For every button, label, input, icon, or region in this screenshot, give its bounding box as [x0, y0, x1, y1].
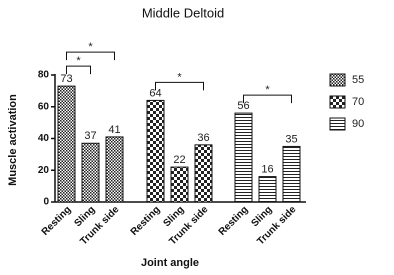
value-label: 73: [60, 73, 72, 85]
bar: [170, 166, 189, 203]
value-label: 41: [108, 124, 120, 136]
value-label: 37: [84, 130, 96, 142]
legend-swatch: [329, 73, 346, 87]
bar: [282, 145, 301, 203]
legend-label: 55: [352, 74, 364, 86]
legend-label: 70: [352, 96, 364, 108]
significance-bracket: [243, 94, 292, 104]
value-label: 64: [149, 87, 161, 99]
chart-title: Middle Deltoid: [142, 5, 224, 20]
legend-swatch: [329, 117, 346, 131]
bar: [81, 142, 100, 203]
y-tick-label: 80: [38, 70, 50, 81]
y-tick-label: 0: [43, 197, 49, 208]
significance-bracket: [66, 65, 91, 75]
bar: [234, 112, 253, 203]
bar: [258, 176, 277, 203]
value-label: 22: [173, 154, 185, 166]
x-tick-label: Resting: [129, 204, 163, 238]
bar: [57, 85, 76, 203]
value-label: 16: [261, 164, 273, 176]
bar: [105, 136, 124, 203]
y-tick-label: 60: [38, 101, 50, 112]
legend-swatch: [329, 95, 346, 109]
value-label: 56: [237, 100, 249, 112]
value-label: 35: [285, 133, 297, 145]
value-label: 36: [197, 132, 209, 144]
bar: [194, 144, 213, 203]
significance-label: *: [76, 55, 81, 67]
significance-label: *: [177, 71, 182, 83]
significance-bracket: [155, 81, 204, 91]
x-axis-title: Joint angle: [141, 257, 199, 269]
y-axis-title: Muscle activation: [7, 94, 19, 186]
bar: [146, 99, 165, 203]
significance-label: *: [88, 41, 93, 53]
legend-label: 90: [352, 118, 364, 130]
y-tick-label: 40: [38, 133, 50, 144]
significance-label: *: [265, 84, 270, 96]
x-tick-label: Resting: [217, 204, 251, 238]
y-tick-label: 20: [38, 165, 50, 176]
x-tick-label: Resting: [40, 204, 74, 238]
significance-bracket: [66, 51, 115, 61]
